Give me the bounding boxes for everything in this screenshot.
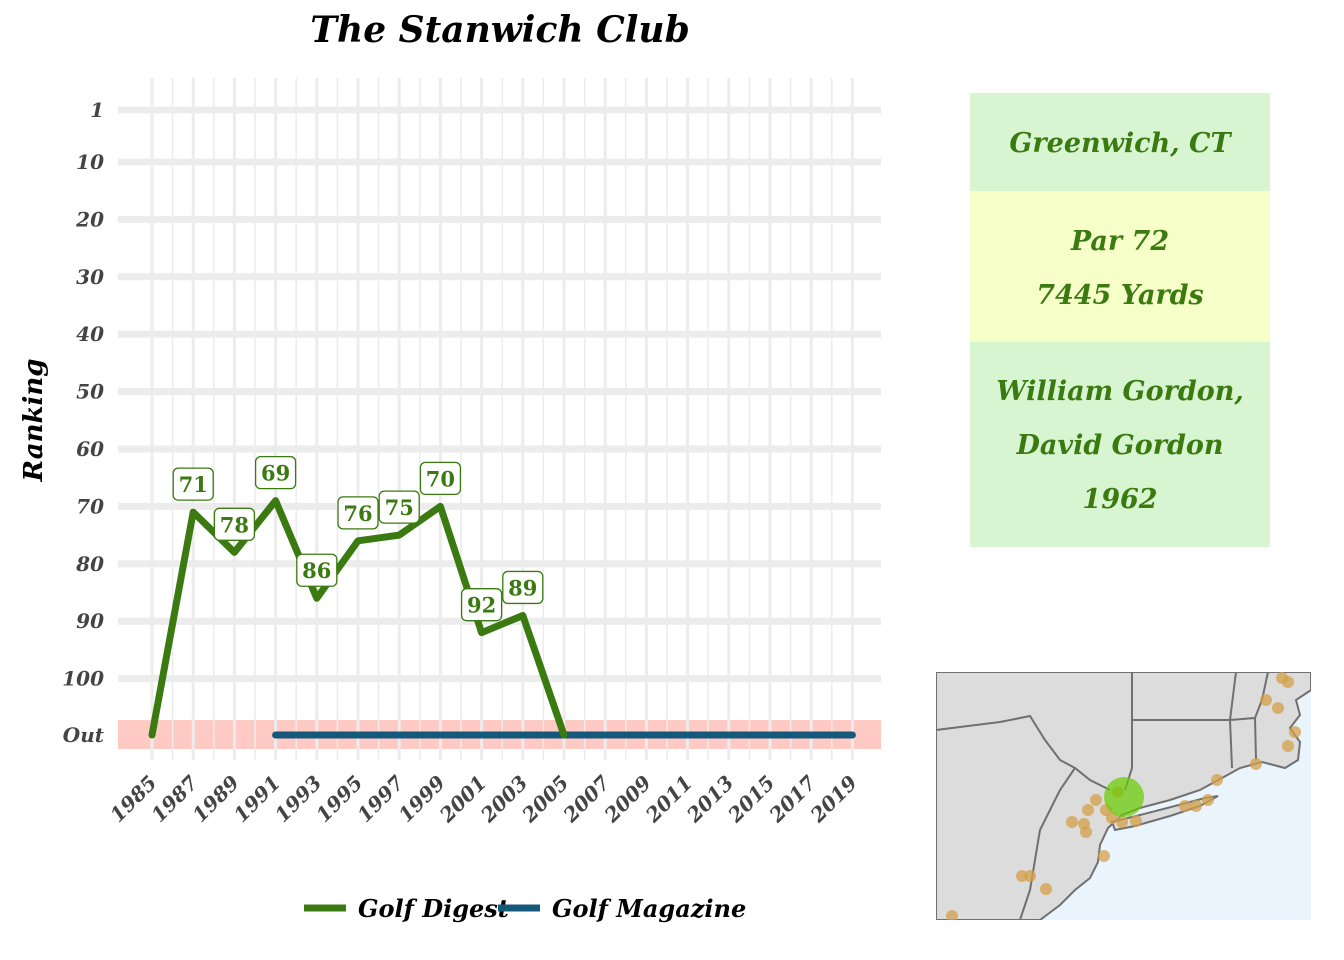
location-map bbox=[936, 672, 1311, 920]
data-label: 89 bbox=[502, 570, 544, 605]
data-label-text: 70 bbox=[426, 466, 455, 491]
data-label-box bbox=[460, 588, 503, 622]
x-tick-label: 2017 bbox=[764, 771, 821, 828]
par-yards-box bbox=[970, 191, 1270, 342]
y-tick-label: 20 bbox=[75, 207, 104, 231]
data-label-box bbox=[254, 456, 297, 490]
data-label: 92 bbox=[460, 588, 503, 622]
y-tick-label: 30 bbox=[76, 265, 104, 289]
data-label-text: 69 bbox=[261, 461, 290, 486]
x-tick-label: 1993 bbox=[270, 771, 326, 827]
grid bbox=[118, 78, 881, 760]
par-text: Par 72 bbox=[1070, 226, 1169, 257]
architect-line1: William Gordon, bbox=[996, 376, 1244, 407]
legend-label: Golf Magazine bbox=[552, 894, 746, 923]
x-tick-label: 1985 bbox=[105, 771, 161, 827]
data-label-box bbox=[337, 496, 379, 530]
x-axis-ticks: 1985198719891991199319951997199920012003… bbox=[105, 771, 862, 828]
y-tick-label: 40 bbox=[76, 322, 104, 346]
x-tick-label: 1997 bbox=[352, 771, 408, 827]
data-label-text: 92 bbox=[467, 593, 496, 618]
x-tick-label: 1989 bbox=[188, 771, 244, 827]
architect-box bbox=[970, 342, 1270, 547]
x-tick-label: 2005 bbox=[516, 771, 573, 828]
data-label-text: 89 bbox=[508, 575, 537, 600]
info-panel: Greenwich, CT Par 72 7445 Yards William … bbox=[970, 93, 1270, 547]
architect-line2: David Gordon bbox=[1016, 430, 1224, 461]
data-label-text: 76 bbox=[343, 501, 372, 526]
data-label: 70 bbox=[419, 461, 462, 496]
data-label-text: 86 bbox=[302, 558, 331, 583]
data-label-text: 78 bbox=[220, 512, 249, 537]
x-tick-label: 2001 bbox=[434, 771, 491, 828]
map-markers bbox=[946, 672, 1301, 920]
y-tick-label: 50 bbox=[76, 380, 104, 404]
y-axis-ticks: 1 10 20 30 40 50 60 70 80 90 100 Out bbox=[62, 98, 105, 747]
data-label-box bbox=[378, 490, 420, 524]
data-label: 78 bbox=[213, 507, 256, 541]
y-tick-label: 100 bbox=[62, 667, 104, 691]
y-tick-label: 80 bbox=[75, 552, 104, 576]
data-label-text: 75 bbox=[385, 495, 414, 520]
data-label-box bbox=[419, 461, 462, 496]
x-tick-label: 1987 bbox=[146, 771, 202, 827]
y-tick-label: Out bbox=[63, 723, 105, 747]
x-tick-label: 2013 bbox=[681, 771, 738, 828]
data-label-box bbox=[502, 570, 544, 605]
y-tick-label: 10 bbox=[76, 150, 104, 174]
data-label-box bbox=[213, 507, 256, 541]
data-labels: 71 78 69 86 76 75 70 92 89 bbox=[172, 456, 544, 622]
data-label-box bbox=[296, 553, 338, 587]
x-tick-label: 1999 bbox=[394, 771, 450, 827]
x-tick-label: 2009 bbox=[599, 771, 656, 828]
y-tick-label: 1 bbox=[90, 98, 104, 122]
data-label: 69 bbox=[254, 456, 297, 490]
data-label: 71 bbox=[172, 467, 214, 501]
data-label-text: 71 bbox=[179, 472, 208, 497]
x-tick-label: 1995 bbox=[311, 771, 367, 827]
x-tick-label: 2015 bbox=[722, 771, 779, 828]
x-tick-label: 2007 bbox=[558, 771, 615, 828]
x-tick-label: 2011 bbox=[640, 771, 697, 828]
location-text: Greenwich, CT bbox=[1009, 128, 1232, 159]
x-tick-label: 2003 bbox=[475, 771, 532, 828]
location-box bbox=[970, 93, 1270, 191]
y-tick-label: 70 bbox=[76, 494, 104, 518]
x-tick-label: 2019 bbox=[805, 771, 862, 828]
year-text: 1962 bbox=[1082, 484, 1157, 515]
yards-text: 7445 Yards bbox=[1036, 280, 1204, 311]
state-borders bbox=[936, 672, 1269, 920]
y-axis-label: Ranking bbox=[19, 359, 49, 483]
legend-label: Golf Digest bbox=[358, 894, 509, 923]
x-tick-label: 1991 bbox=[229, 771, 285, 827]
y-tick-label: 90 bbox=[76, 609, 104, 633]
y-tick-label: 60 bbox=[76, 437, 104, 461]
stanwich-marker bbox=[1104, 777, 1144, 817]
chart-title: The Stanwich Club bbox=[310, 9, 690, 51]
data-label-box bbox=[172, 467, 214, 501]
data-label: 86 bbox=[296, 553, 338, 587]
legend: Golf Digest Golf Magazine bbox=[304, 894, 746, 923]
data-label: 76 bbox=[337, 496, 379, 530]
data-label: 75 bbox=[378, 490, 420, 524]
